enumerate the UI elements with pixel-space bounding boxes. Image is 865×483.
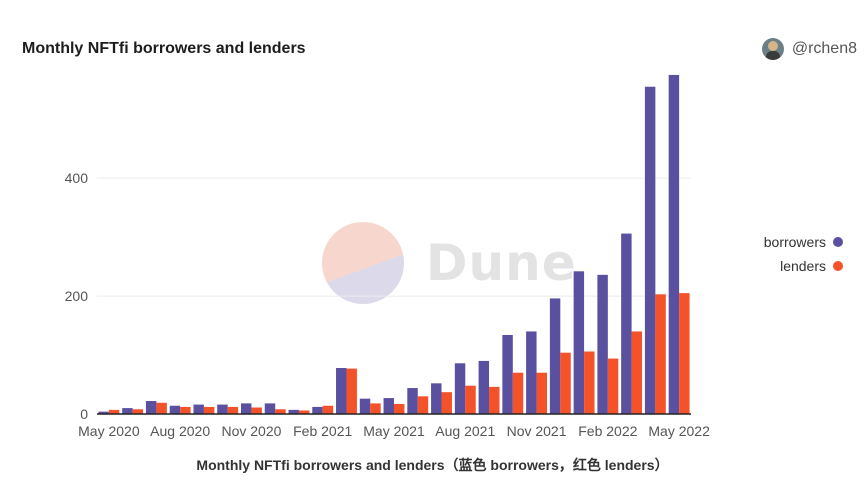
legend-label-borrowers: borrowers — [763, 234, 826, 250]
y-tick-label: 400 — [65, 170, 89, 186]
bar-lenders[interactable] — [132, 409, 144, 414]
bar-lenders[interactable] — [631, 331, 643, 414]
bar-lenders[interactable] — [536, 372, 548, 414]
bar-borrowers[interactable] — [169, 405, 181, 414]
bar-borrowers[interactable] — [549, 298, 561, 414]
bar-borrowers[interactable] — [193, 404, 204, 414]
bar-borrowers[interactable] — [478, 360, 490, 414]
bar-borrowers[interactable] — [336, 368, 347, 414]
bar-borrowers[interactable] — [122, 408, 133, 414]
legend-item-lenders[interactable]: lenders — [764, 254, 843, 278]
bar-lenders[interactable] — [489, 386, 500, 414]
x-tick-label: Feb 2022 — [578, 423, 637, 439]
bar-lenders[interactable] — [655, 294, 666, 414]
bar-borrowers[interactable] — [526, 331, 537, 414]
author-badge[interactable]: @rchen8 — [761, 38, 857, 60]
x-tick-label: Aug 2021 — [435, 423, 495, 439]
bar-lenders[interactable] — [441, 392, 452, 414]
bar-lenders[interactable] — [108, 409, 120, 414]
legend-dot-borrowers — [833, 237, 843, 247]
legend-item-borrowers[interactable]: borrowers — [764, 230, 843, 254]
bar-lenders[interactable] — [370, 403, 381, 414]
bar-borrowers[interactable] — [573, 271, 585, 414]
bar-borrowers[interactable] — [383, 398, 394, 414]
bar-borrowers[interactable] — [240, 403, 252, 414]
bar-lenders[interactable] — [346, 368, 357, 414]
legend: borrowers lenders — [764, 230, 843, 278]
bar-borrowers[interactable] — [359, 398, 371, 414]
x-tick-label: May 2022 — [648, 423, 710, 439]
bar-borrowers[interactable] — [145, 401, 157, 414]
bar-lenders[interactable] — [607, 358, 619, 414]
x-tick-label: May 2021 — [363, 423, 425, 439]
bar-lenders[interactable] — [298, 410, 310, 414]
bar-lenders[interactable] — [180, 406, 191, 414]
x-tick-label: Nov 2021 — [507, 423, 567, 439]
x-tick-label: Aug 2020 — [150, 423, 210, 439]
x-tick-label: Nov 2020 — [221, 423, 281, 439]
bar-borrowers[interactable] — [621, 233, 632, 414]
bar-borrowers[interactable] — [98, 411, 109, 414]
bar-borrowers[interactable] — [431, 383, 442, 414]
x-tick-label: May 2020 — [78, 423, 140, 439]
bar-borrowers[interactable] — [312, 406, 323, 414]
bar-lenders[interactable] — [227, 406, 239, 414]
bar-lenders[interactable] — [679, 293, 690, 414]
bar-borrowers[interactable] — [217, 404, 228, 414]
x-tick-label: Feb 2021 — [293, 423, 352, 439]
bar-lenders[interactable] — [465, 385, 476, 414]
bar-lenders[interactable] — [512, 372, 524, 414]
bar-lenders[interactable] — [156, 402, 167, 414]
bar-borrowers[interactable] — [454, 363, 466, 414]
bar-borrowers[interactable] — [597, 274, 608, 414]
bar-borrowers[interactable] — [264, 403, 276, 414]
bar-borrowers[interactable] — [407, 388, 418, 414]
figure-caption: Monthly NFTfi borrowers and lenders（蓝色 b… — [196, 457, 669, 473]
legend-dot-lenders — [833, 261, 843, 271]
legend-label-lenders: lenders — [780, 258, 826, 274]
bar-lenders[interactable] — [584, 351, 595, 415]
bar-lenders[interactable] — [275, 409, 286, 414]
chart-title: Monthly NFTfi borrowers and lenders — [22, 40, 306, 57]
bar-borrowers[interactable] — [644, 86, 656, 415]
bar-lenders[interactable] — [560, 352, 571, 414]
y-tick-label: 0 — [80, 406, 88, 422]
bar-lenders[interactable] — [203, 406, 215, 414]
bar-borrowers[interactable] — [288, 409, 299, 414]
avatar — [761, 38, 784, 60]
bar-borrowers[interactable] — [502, 334, 513, 414]
bar-borrowers[interactable] — [668, 74, 680, 414]
bar-lenders[interactable] — [394, 403, 405, 414]
bar-lenders[interactable] — [322, 405, 334, 414]
bar-lenders[interactable] — [251, 407, 262, 414]
y-tick-label: 200 — [65, 288, 89, 304]
author-name[interactable]: @rchen8 — [791, 40, 857, 57]
bar-lenders[interactable] — [417, 396, 429, 414]
